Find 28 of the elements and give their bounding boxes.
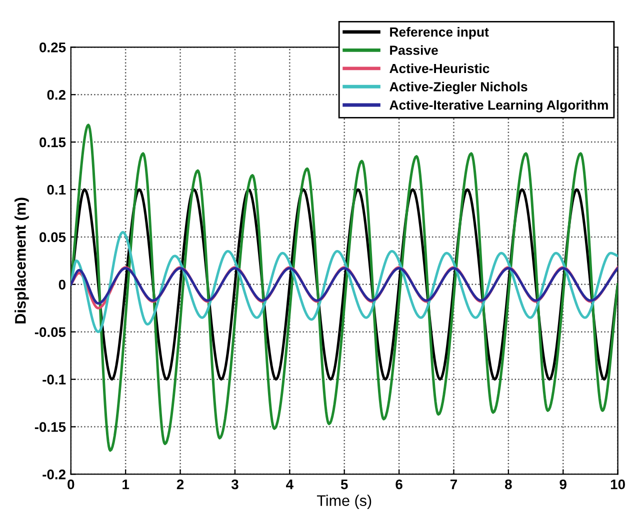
legend-label: Active-Heuristic: [390, 63, 490, 74]
x-axis-title: Time (s): [316, 494, 372, 510]
x-tick-label: 1: [122, 480, 130, 490]
legend-label: Reference input: [390, 27, 489, 40]
y-tick-label: 0.1: [47, 184, 66, 195]
y-tick-label: -0.15: [34, 422, 66, 432]
y-tick-label: 0.15: [40, 137, 66, 148]
y-tick-label: -0.2: [42, 470, 66, 480]
x-tick-label: 3: [231, 479, 238, 490]
x-tick-label: 0: [68, 479, 74, 490]
x-tick-label: 4: [286, 480, 294, 490]
y-tick-label: -0.05: [34, 327, 66, 338]
x-tick-label: 5: [340, 480, 348, 490]
x-tick-label: 9: [560, 479, 566, 490]
y-tick-label: -0.1: [42, 374, 66, 384]
x-tick-label: 6: [396, 479, 402, 490]
y-tick-label: 0.25: [40, 42, 66, 52]
y-axis-title: Displacement (m): [14, 198, 29, 324]
x-tick-label: 7: [450, 480, 457, 490]
legend-label: Passive: [390, 45, 438, 55]
y-tick-label: 0.2: [47, 90, 66, 100]
legend-label: Active-Ziegler Nichols: [390, 82, 528, 94]
legend-label: Active-Iterative Learning Algorithm: [390, 100, 608, 112]
x-tick-label: 10: [610, 479, 625, 490]
y-tick-label: 0.05: [40, 232, 66, 242]
x-tick-label: 8: [505, 479, 512, 490]
y-tick-label: 0: [58, 280, 66, 290]
x-tick-label: 2: [176, 479, 184, 490]
